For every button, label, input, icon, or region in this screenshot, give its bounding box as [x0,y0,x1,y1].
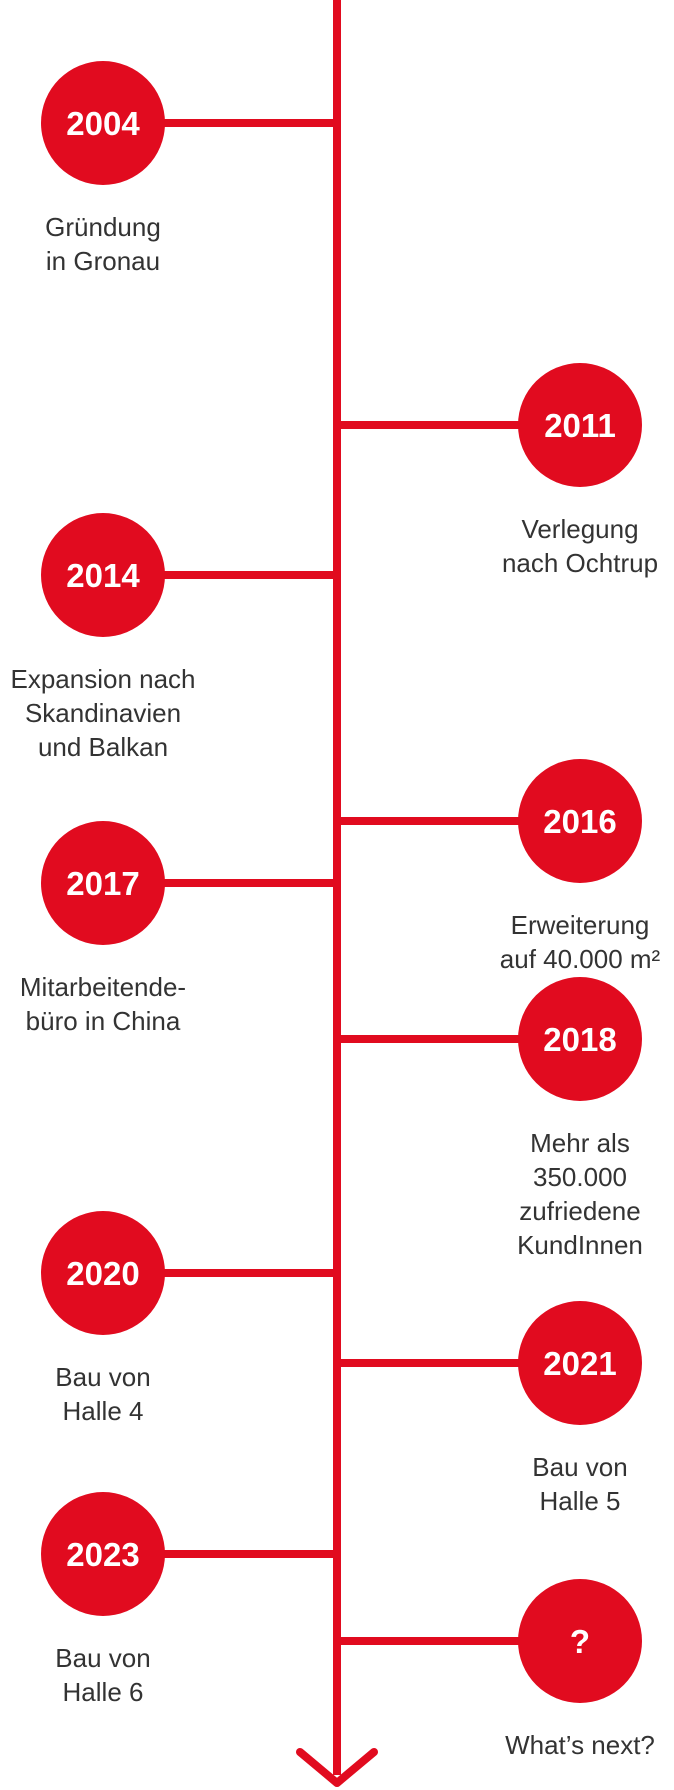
milestone-circle [518,977,642,1101]
milestone-description-line: auf 40.000 m² [500,944,661,974]
milestone-year: 2017 [66,865,139,902]
milestone-description-line: Halle 5 [540,1486,621,1516]
milestone-year: 2011 [544,407,616,444]
milestone-circle [518,759,642,883]
milestone-circle [518,1579,642,1703]
milestone-description-line: Bau von [55,1362,150,1392]
milestone-description-line: Halle 6 [63,1677,144,1707]
milestone-2021: 2021 Bau von Halle 5 [337,1301,642,1516]
milestone-description-line: Halle 4 [63,1396,144,1426]
milestone-description-line: Skandinavien [25,698,181,728]
milestone-year: 2018 [543,1021,616,1058]
milestone-circle [518,1301,642,1425]
milestone-description-line: Bau von [532,1452,627,1482]
milestone-description-line: zufriedene [519,1196,640,1226]
milestone-2020: 2020 Bau von Halle 4 [41,1211,337,1426]
milestone-circle [41,1492,165,1616]
milestone-2004: 2004 Gründung in Gronau [41,61,337,276]
milestone-circle [41,821,165,945]
milestone-2018: 2018 Mehr als 350.000 zufriedene KundInnen [337,977,643,1260]
milestone-circle [41,1211,165,1335]
milestones-group: 2004 Gründung in Gronau 2011 Verlegung nach O… [10,61,661,1760]
milestone-year: 2016 [543,803,616,840]
milestone-description-line: What’s next? [505,1730,655,1760]
milestone-description-line: KundInnen [517,1230,643,1260]
milestone-2023: 2023 Bau von Halle 6 [41,1492,337,1707]
milestone-year: 2020 [66,1255,139,1292]
milestone-description-line: büro in China [26,1006,181,1036]
milestone-year: ? [570,1623,590,1660]
milestone-next: ? What’s next? [337,1579,655,1760]
milestone-description-line: Bau von [55,1643,150,1673]
milestone-circle [41,513,165,637]
milestone-description-line: Mehr als [530,1128,630,1158]
milestone-year: 2004 [66,105,140,142]
timeline-arrow-head-icon [296,1748,378,1787]
milestone-description-line: Gründung [45,212,161,242]
milestone-year: 2014 [66,557,140,594]
milestone-year: 2021 [543,1345,616,1382]
milestone-description-line: in Gronau [46,246,160,276]
milestone-year: 2023 [66,1536,139,1573]
milestone-description-line: 350.000 [533,1162,627,1192]
milestone-description-line: nach Ochtrup [502,548,658,578]
milestone-description-line: Expansion nach [10,664,195,694]
milestone-description-line: Mitarbeitende- [20,972,186,1002]
milestone-2017: 2017 Mitarbeitende-büro in China [20,821,337,1036]
milestone-circle [41,61,165,185]
milestone-description-line: Erweiterung [511,910,650,940]
milestone-2016: 2016 Erweiterung auf 40.000 m² [337,759,661,974]
milestone-2011: 2011 Verlegung nach Ochtrup [337,363,658,578]
milestone-circle [518,363,642,487]
milestone-2014: 2014 Expansion nach Skandinavien und Balkan [10,513,337,762]
milestone-description-line: und Balkan [38,732,168,762]
milestone-description-line: Verlegung [521,514,638,544]
